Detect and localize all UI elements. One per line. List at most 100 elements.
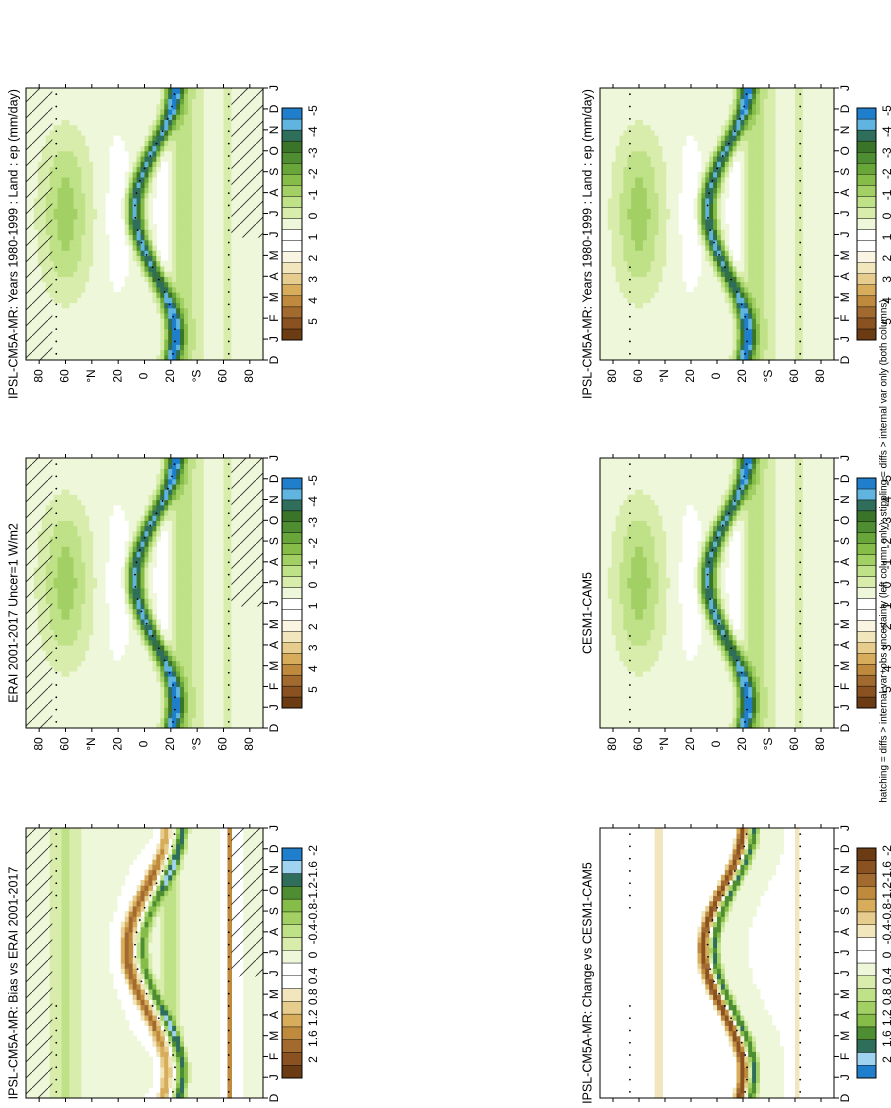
heatmap-cell (54, 214, 59, 220)
heatmap-cell (717, 276, 722, 282)
heatmap-cell (608, 302, 613, 308)
heatmap-cell (77, 287, 82, 293)
heatmap-cell (208, 161, 213, 167)
heatmap-cell (89, 214, 94, 220)
heatmap-cell (188, 276, 193, 282)
heatmap-cell (725, 151, 730, 157)
heatmap-cell (77, 229, 82, 235)
heatmap-cell (690, 339, 695, 345)
heatmap-cell (220, 208, 225, 214)
heatmap-cell (69, 334, 74, 340)
heatmap-cell (690, 125, 695, 131)
heatmap-cell (662, 172, 667, 178)
heatmap-cell (733, 297, 738, 303)
heatmap-cell (180, 93, 185, 99)
heatmap-cell (604, 329, 609, 335)
heatmap-cell (231, 261, 236, 267)
heatmap-cell (643, 224, 648, 230)
heatmap-cell (659, 88, 664, 94)
heatmap-cell (604, 130, 609, 136)
heatmap-cell (717, 292, 722, 298)
heatmap-cell (631, 193, 636, 199)
heatmap-cell (54, 98, 59, 104)
heatmap-cell (188, 282, 193, 288)
heatmap-cell (674, 130, 679, 136)
heatmap-cell (729, 323, 734, 329)
heatmap-cell (682, 287, 687, 293)
heatmap-cell (748, 266, 753, 272)
heatmap-cell (627, 109, 632, 115)
heatmap-cell (612, 245, 617, 251)
heatmap-cell (698, 214, 703, 220)
heatmap-cell (709, 292, 714, 298)
heatmap-cell (678, 234, 683, 240)
heatmap-cell (93, 329, 98, 335)
heatmap-cell (89, 198, 94, 204)
heatmap-cell (686, 308, 691, 314)
heatmap-cell (85, 161, 90, 167)
heatmap-cell (129, 156, 134, 162)
heatmap-cell (627, 302, 632, 308)
heatmap-cell (647, 161, 652, 167)
heatmap-cell (188, 135, 193, 141)
heatmap-cell (200, 140, 205, 146)
heatmap-cell (651, 282, 656, 288)
heatmap-cell (156, 261, 161, 267)
heatmap-cell (200, 308, 205, 314)
heatmap-cell (227, 119, 232, 125)
heatmap-cell (251, 271, 256, 277)
heatmap-cell (740, 208, 745, 214)
heatmap-cell (705, 172, 710, 178)
heatmap-cell (635, 292, 640, 298)
heatmap-cell (604, 93, 609, 99)
heatmap-cell (208, 125, 213, 131)
heatmap-cell (93, 208, 98, 214)
heatmap-cell (748, 93, 753, 99)
heatmap-cell (73, 182, 78, 188)
heatmap-cell (69, 224, 74, 230)
heatmap-cell (678, 104, 683, 110)
heatmap-cell (77, 140, 82, 146)
heatmap-cell (655, 98, 660, 104)
heatmap-cell (137, 130, 142, 136)
heatmap-cell (748, 334, 753, 340)
heatmap-cell (725, 224, 730, 230)
heatmap-cell (600, 151, 605, 157)
heatmap-cell (129, 140, 134, 146)
heatmap-cell (216, 287, 221, 293)
heatmap-cell (662, 151, 667, 157)
heatmap-cell (164, 119, 169, 125)
heatmap-cell (145, 219, 150, 225)
heatmap-cell (756, 323, 761, 329)
heatmap-cell (682, 350, 687, 356)
heatmap-cell (631, 109, 636, 115)
heatmap-cell (255, 344, 260, 350)
heatmap-cell (109, 339, 114, 345)
heatmap-cell (243, 334, 248, 340)
heatmap-cell (216, 109, 221, 115)
heatmap-cell (674, 350, 679, 356)
heatmap-cell (612, 266, 617, 272)
heatmap-cell (647, 240, 652, 246)
heatmap-cell (180, 344, 185, 350)
heatmap-cell (121, 93, 126, 99)
heatmap-cell (729, 344, 734, 350)
heatmap-cell (608, 166, 613, 172)
heatmap-cell (200, 187, 205, 193)
heatmap-cell (627, 156, 632, 162)
heatmap-cell (105, 146, 110, 152)
heatmap-cell (89, 98, 94, 104)
heatmap-cell (639, 146, 644, 152)
heatmap-cell (208, 114, 213, 120)
heatmap-cell (717, 130, 722, 136)
heatmap-cell (137, 245, 142, 251)
heatmap-cell (744, 292, 749, 298)
heatmap-cell (212, 104, 217, 110)
heatmap-cell (141, 214, 146, 220)
heatmap-cell (176, 255, 181, 261)
heatmap-cell (627, 88, 632, 94)
heatmap-cell (239, 308, 244, 314)
heatmap-cell (678, 276, 683, 282)
heatmap-cell (670, 203, 675, 209)
heatmap-cell (733, 261, 738, 267)
